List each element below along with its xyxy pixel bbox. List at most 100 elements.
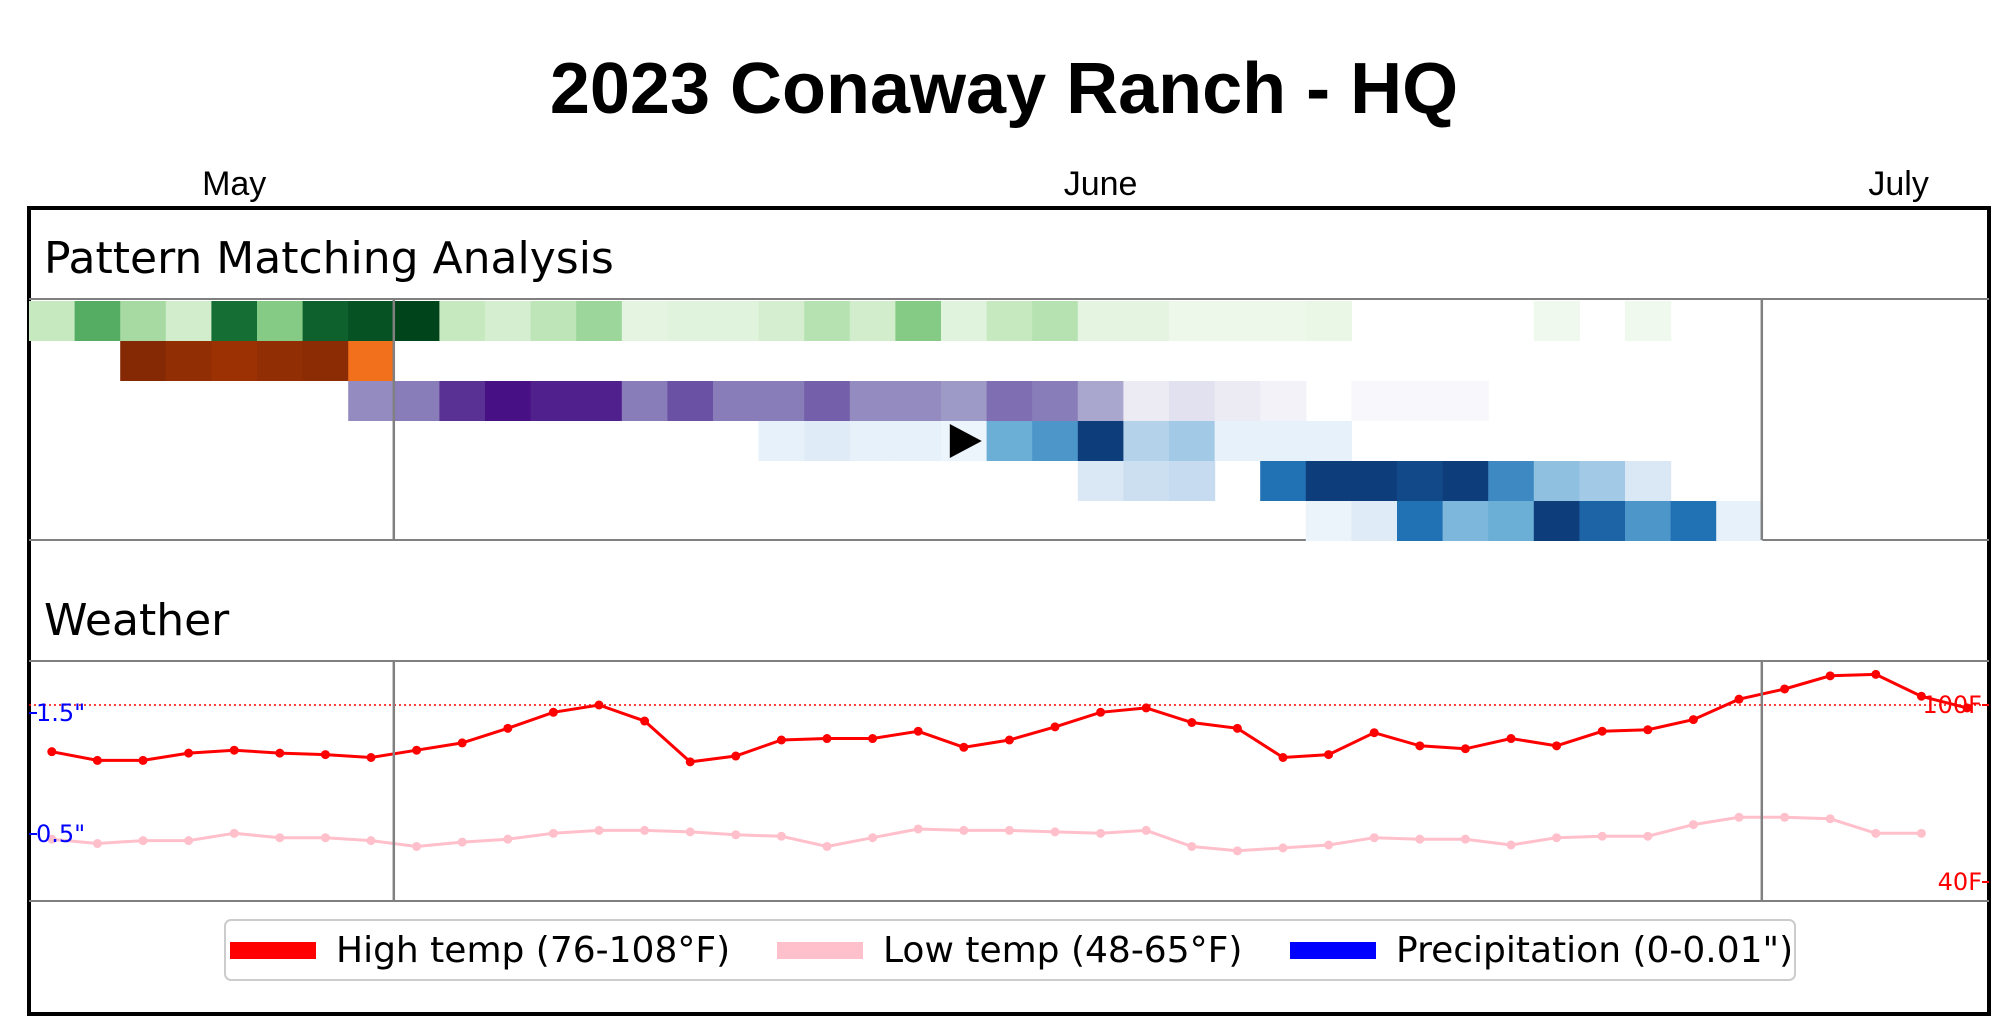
heatmap-cell: [257, 341, 304, 381]
heatmap-cell: [257, 301, 304, 341]
high-temp-point: [412, 745, 422, 755]
heatmap-cell: [29, 301, 76, 341]
low-temp-point: [594, 825, 604, 835]
low-temp-point: [92, 839, 102, 849]
heatmap-cell: [1670, 501, 1717, 541]
heatmap-cell: [348, 341, 395, 381]
high-temp-point: [320, 750, 330, 760]
low-temp-point: [1232, 846, 1242, 856]
heatmap-cell: [485, 301, 532, 341]
heatmap-cell: [393, 381, 440, 421]
heatmap-cell: [302, 301, 349, 341]
low-temp-point: [1415, 834, 1425, 844]
heatmap-cell: [348, 301, 395, 341]
low-temp-point: [138, 836, 148, 846]
heatmap-cell: [758, 421, 805, 461]
heatmap-cell: [165, 341, 212, 381]
legend: High temp (76-108°F) Low temp (48-65°F) Pr…: [230, 930, 1793, 971]
low-temp-point: [1004, 825, 1014, 835]
heatmap-cell: [1397, 501, 1444, 541]
high-temp-point: [1734, 694, 1744, 704]
high-temp-point: [1187, 718, 1197, 727]
high-temp-point: [548, 707, 558, 717]
heatmap-cell: [1032, 421, 1079, 461]
heatmap-cell: [348, 381, 395, 421]
high-temp-point: [1916, 691, 1926, 701]
heatmap-cell: [621, 301, 668, 341]
month-boundary-lines: [392, 299, 1764, 901]
heatmap-cell: [1579, 461, 1626, 501]
heatmap-cell: [302, 341, 349, 381]
temp-min-label: 40F: [1938, 868, 1982, 896]
high-temp-point: [685, 757, 695, 767]
low-temp-point: [1506, 840, 1516, 850]
heatmap-cell: [1305, 301, 1352, 341]
high-temp-point: [1096, 707, 1106, 717]
heatmap-cell: [804, 421, 851, 461]
high-temp-point: [1232, 723, 1242, 733]
play-marker-icon: [949, 424, 982, 458]
weather-section-title: Weather: [44, 595, 230, 646]
heatmap-cell: [986, 421, 1033, 461]
month-label: June: [1064, 165, 1138, 203]
heatmap-cell: [804, 301, 851, 341]
month-label: July: [1868, 165, 1928, 203]
heatmap-cell: [986, 381, 1033, 421]
heatmap-cell: [1351, 461, 1398, 501]
heatmap-cell: [1625, 501, 1672, 541]
high-temp-point: [913, 726, 923, 736]
high-temp-point: [1643, 725, 1653, 735]
low-temp-point: [412, 841, 422, 851]
heatmap-cell: [1077, 301, 1124, 341]
low-temp-point: [913, 824, 923, 834]
low-temp-point: [685, 827, 695, 837]
heatmap-cell: [1169, 301, 1216, 341]
high-temp-point: [1141, 703, 1151, 713]
heatmap-cell: [120, 341, 167, 381]
heatmap-cell: [1351, 381, 1398, 421]
low-temp-point: [1369, 833, 1379, 843]
high-temp-point: [366, 753, 376, 762]
heatmap-cell: [1442, 381, 1489, 421]
high-temp-point: [1050, 722, 1060, 732]
low-temp-point: [959, 825, 969, 835]
high-temp-point: [457, 738, 467, 748]
heatmap-cell: [1533, 501, 1580, 541]
heatmap-cell: [804, 381, 851, 421]
low-temp-point: [1324, 840, 1334, 850]
low-temp-point: [320, 833, 330, 843]
high-temp-point: [1004, 735, 1014, 745]
low-temp-point: [1916, 828, 1926, 838]
low-temp-point: [731, 830, 741, 840]
legend-swatch: [230, 942, 316, 959]
heatmap-cell: [1077, 381, 1124, 421]
legend-swatch: [777, 942, 863, 959]
heatmap-cell: [211, 301, 258, 341]
heatmap-cell: [941, 381, 988, 421]
heatmap-cell: [849, 381, 896, 421]
low-temp-point: [1643, 831, 1653, 841]
low-temp-point: [822, 841, 832, 851]
heatmap-cell: [1169, 461, 1216, 501]
heatmap-cell: [1077, 461, 1124, 501]
legend-swatch: [1290, 942, 1376, 959]
heatmap-cell: [1214, 421, 1261, 461]
heatmap-cell: [713, 301, 760, 341]
high-temp-point: [503, 723, 513, 733]
heatmap-cell: [849, 301, 896, 341]
precip-axis-label: 1.5": [36, 699, 85, 727]
low-temp-point: [1050, 827, 1060, 837]
pattern-heatmap: [29, 301, 1763, 541]
legend-box: [224, 919, 1796, 981]
heatmap-cell: [895, 421, 942, 461]
high-temp-point: [1369, 728, 1379, 738]
low-temp-point: [184, 836, 194, 846]
heatmap-cell: [667, 381, 714, 421]
heatmap-cell: [1533, 461, 1580, 501]
high-temp-point: [47, 747, 57, 757]
outer-frame: [27, 206, 1991, 1016]
month-labels: May June July: [202, 165, 1929, 203]
high-temp-point: [1688, 715, 1698, 725]
heatmap-cell: [1305, 461, 1352, 501]
high-temp-point: [822, 734, 832, 744]
